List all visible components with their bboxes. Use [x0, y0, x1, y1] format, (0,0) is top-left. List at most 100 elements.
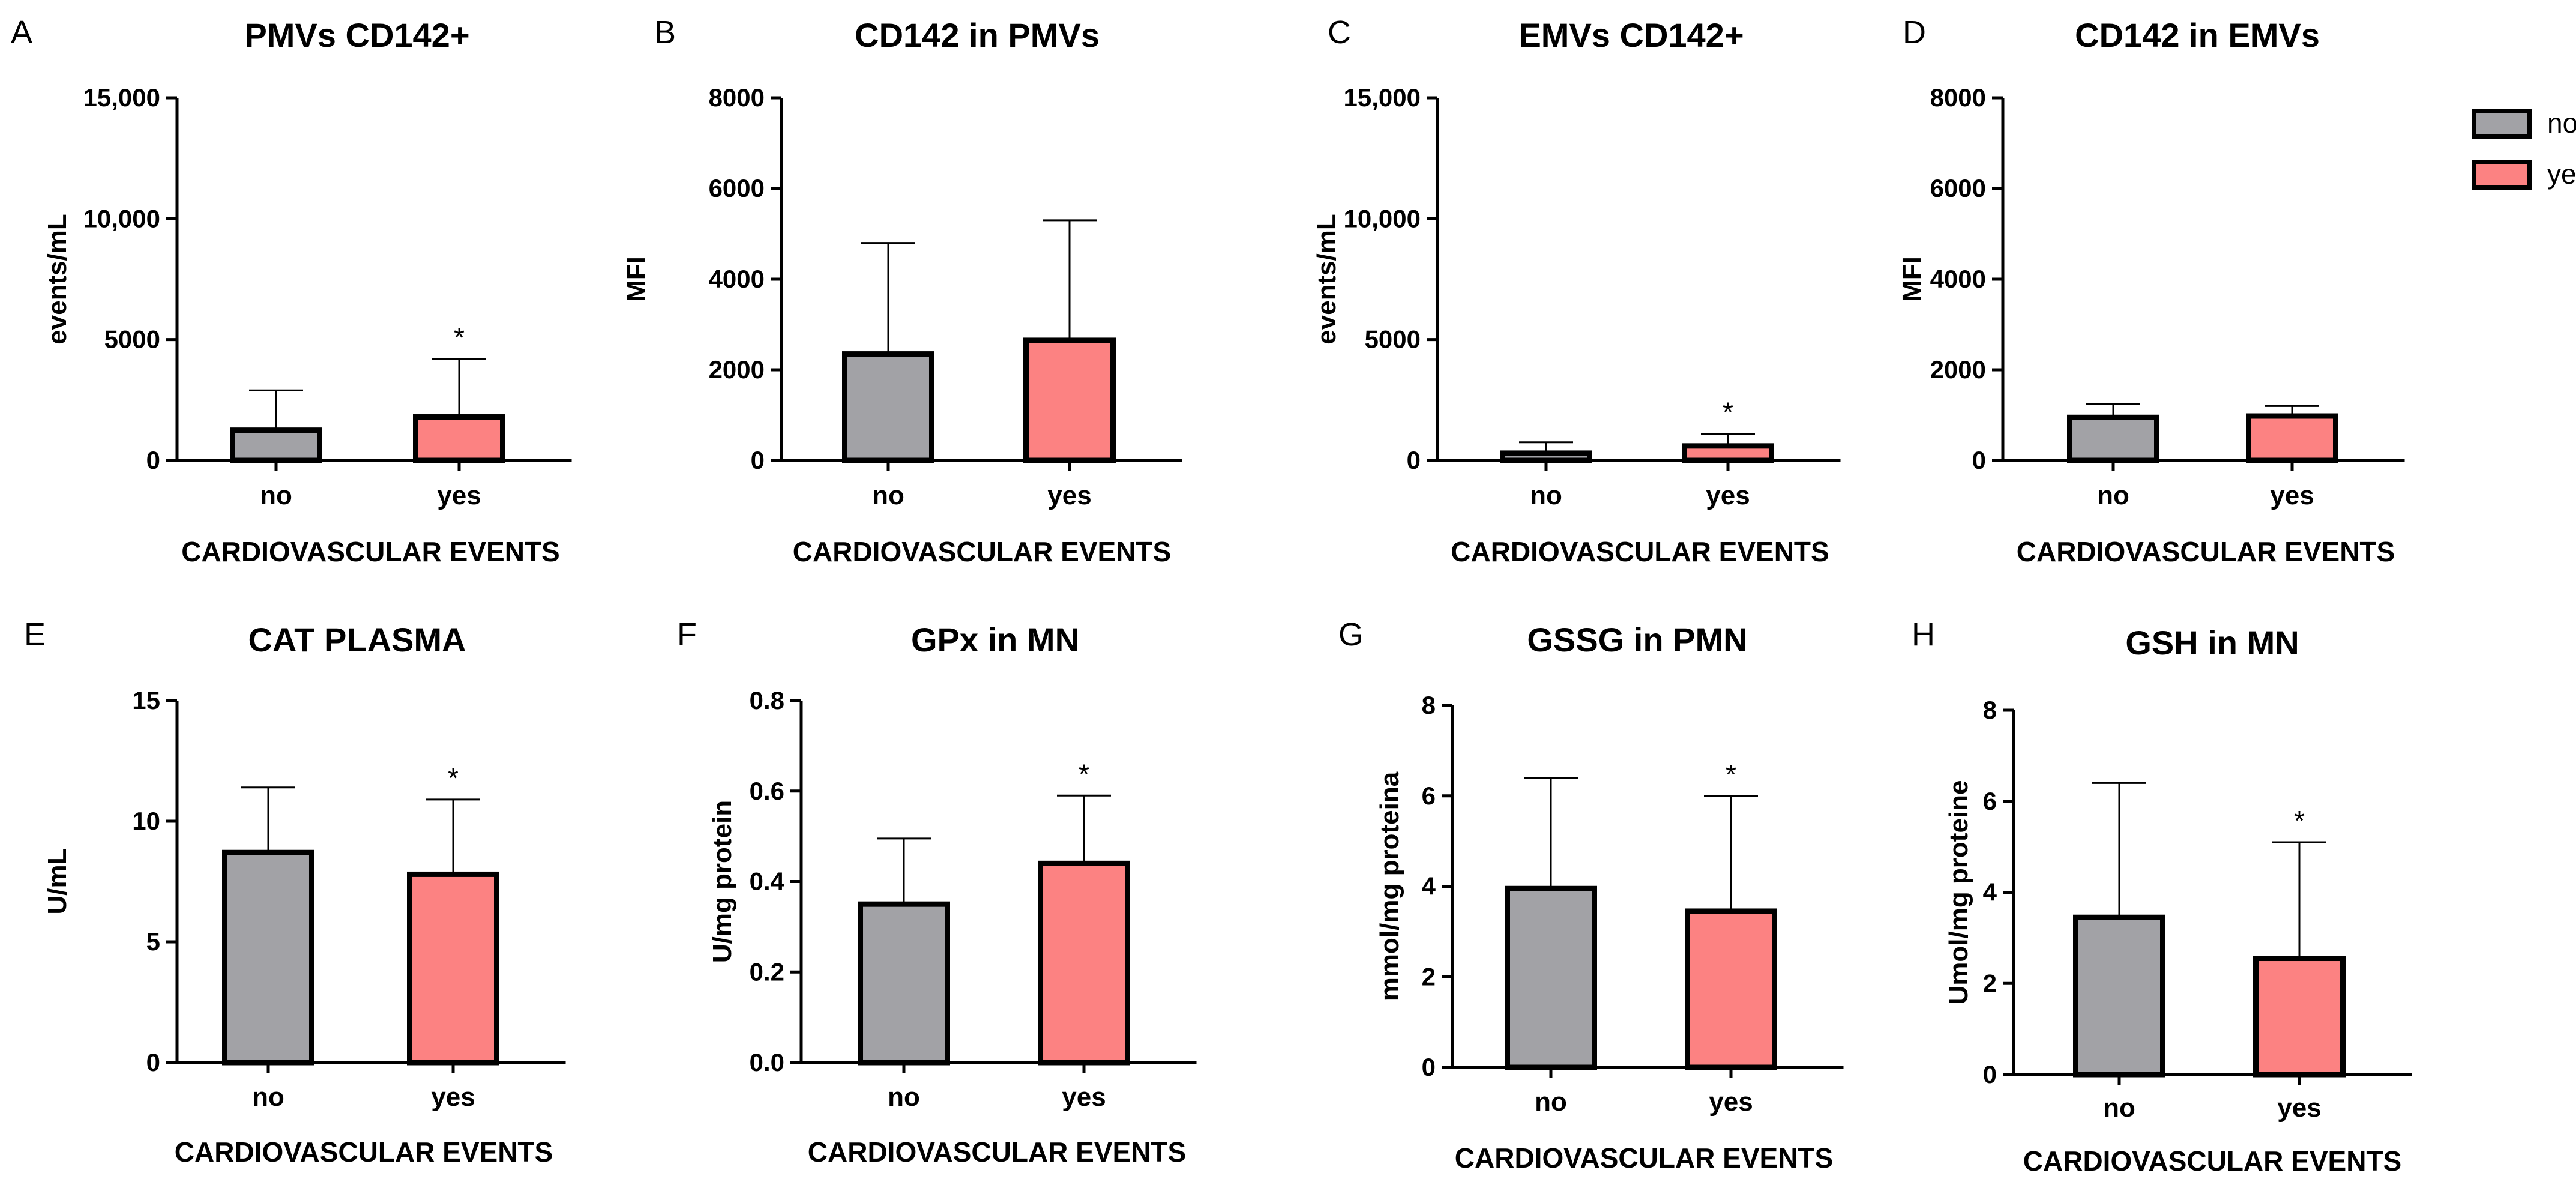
y-tick-label: 6 [1983, 787, 1997, 815]
x-tick-label: no [2097, 481, 2129, 510]
bar-no [858, 901, 950, 1066]
y-tick-label: 15 [132, 686, 160, 714]
significance-marker: * [1079, 758, 1089, 789]
panel-letter: E [24, 617, 46, 653]
panel-letter: H [1912, 617, 1935, 653]
y-tick-label: 0 [1983, 1060, 1997, 1088]
x-tick-label: yes [1062, 1082, 1106, 1112]
y-tick-label: 5000 [104, 325, 160, 354]
chart-title: CAT PLASMA [248, 621, 466, 659]
chart-title: GSH in MN [2125, 624, 2299, 662]
bar-yes [413, 414, 505, 463]
y-tick-label: 2000 [709, 355, 765, 384]
y-axis-label: mmol/mg proteina [1375, 771, 1404, 1001]
y-tick-label: 10,000 [1344, 204, 1421, 232]
x-tick-label: yes [2270, 481, 2314, 510]
x-axis-label: CARDIOVASCULAR EVENTS [181, 536, 559, 567]
y-tick-label: 0.6 [750, 777, 784, 805]
panel-D: D CD142 in EMVs 0 2000 4000 6000 8000 no yes MFI C… [1897, 14, 2405, 567]
x-tick-label: no [2103, 1093, 2135, 1123]
significance-marker: * [1726, 759, 1736, 790]
bar-yes [1682, 443, 1774, 463]
x-tick-label: no [1535, 1087, 1567, 1117]
y-tick-label: 0 [146, 446, 160, 474]
y-tick-label: 2 [1983, 969, 1997, 997]
panel-F: F GPx in MN 0.0 0.2 0.4 0.6 0.8 no yes * U/mg prot… [677, 617, 1197, 1168]
y-tick-label: 0 [146, 1048, 160, 1076]
panel-letter: A [11, 14, 32, 50]
panel-letter: G [1338, 617, 1364, 653]
y-tick-label: 6000 [709, 174, 765, 202]
legend-swatch [2472, 160, 2532, 190]
x-axis-label: CARDIOVASCULAR EVENTS [2023, 1145, 2401, 1177]
chart-title: PMVs CD142+ [244, 16, 469, 54]
bar-yes [407, 871, 499, 1066]
panel-A: A PMVs CD142+ 0 5000 10,000 15,000 no yes * event… [11, 14, 572, 567]
y-tick-label: 8000 [1930, 83, 1986, 112]
x-axis-label: CARDIOVASCULAR EVENTS [1455, 1142, 1833, 1174]
y-tick-label: 0.0 [750, 1048, 784, 1076]
y-tick-label: 8 [1983, 696, 1997, 724]
legend-label: yes [2547, 158, 2576, 190]
x-axis-label: CARDIOVASCULAR EVENTS [175, 1136, 553, 1168]
panel-B: B CD142 in PMVs 0 2000 4000 6000 8000 no yes MFI C… [622, 14, 1182, 567]
y-tick-label: 0 [751, 446, 765, 474]
panel-letter: D [1903, 14, 1926, 50]
bar-no [230, 427, 322, 463]
x-axis-label: CARDIOVASCULAR EVENTS [793, 536, 1171, 567]
x-tick-label: yes [1709, 1087, 1753, 1117]
x-tick-label: yes [431, 1082, 475, 1112]
x-tick-label: no [252, 1082, 284, 1112]
bar-yes [1023, 337, 1116, 463]
chart-title: CD142 in EMVs [2075, 16, 2320, 54]
x-axis-label: CARDIOVASCULAR EVENTS [1451, 536, 1829, 567]
chart-title: GPx in MN [911, 621, 1079, 659]
y-tick-label: 8 [1422, 691, 1436, 719]
bar-no [1500, 450, 1592, 463]
legend-item-yes: yes [2472, 158, 2576, 190]
bar-yes [2246, 413, 2338, 463]
bar-yes [1038, 860, 1130, 1066]
panel-C: C EMVs CD142+ 0 5000 10,000 15,000 no yes * event… [1312, 14, 1841, 567]
legend-label: no [2547, 107, 2576, 139]
y-tick-label: 0.2 [750, 957, 784, 986]
legend-item-no: no [2472, 107, 2576, 139]
y-tick-label: 10,000 [83, 204, 160, 232]
y-tick-label: 0.4 [750, 867, 785, 896]
significance-marker: * [1723, 397, 1733, 428]
significance-marker: * [448, 762, 459, 794]
x-tick-label: no [888, 1082, 920, 1112]
y-tick-label: 15,000 [1344, 83, 1421, 112]
y-axis-label: MFI [622, 256, 651, 302]
y-tick-label: 5000 [1365, 325, 1421, 354]
legend: no yes [2472, 107, 2576, 190]
y-tick-label: 0 [1407, 446, 1421, 474]
y-tick-label: 0.8 [750, 686, 784, 714]
y-tick-label: 4000 [1930, 265, 1986, 293]
panels: A PMVs CD142+ 0 5000 10,000 15,000 no yes * event… [11, 14, 2412, 1177]
y-tick-label: 2 [1422, 962, 1436, 990]
bar-no [2067, 414, 2159, 463]
x-axis-label: CARDIOVASCULAR EVENTS [2017, 536, 2395, 567]
y-tick-label: 0 [1972, 446, 1986, 474]
y-axis-label: events/mL [43, 214, 72, 345]
bar-no [222, 849, 314, 1066]
y-axis-label: events/mL [1312, 214, 1341, 345]
bar-yes [1685, 908, 1777, 1070]
chart-title: EMVs CD142+ [1518, 16, 1744, 54]
y-tick-label: 0 [1422, 1053, 1436, 1081]
x-tick-label: yes [1047, 481, 1091, 510]
chart-title: CD142 in PMVs [855, 16, 1100, 54]
y-axis-label: MFI [1897, 256, 1927, 302]
panel-letter: C [1328, 14, 1351, 50]
bar-no [842, 351, 934, 463]
significance-marker: * [454, 322, 465, 353]
y-tick-label: 4 [1983, 878, 1997, 906]
y-tick-label: 10 [132, 807, 160, 835]
x-tick-label: yes [1706, 481, 1750, 510]
panel-E: E CAT PLASMA 0 5 10 15 no yes * U/mL CARDIOVASCULA… [24, 617, 566, 1168]
chart-title: GSSG in PMN [1527, 621, 1747, 659]
y-tick-label: 6 [1422, 782, 1436, 810]
panel-H: H GSH in MN 0 2 4 6 8 no yes * Umol/mg proteine CAR… [1912, 617, 2412, 1177]
